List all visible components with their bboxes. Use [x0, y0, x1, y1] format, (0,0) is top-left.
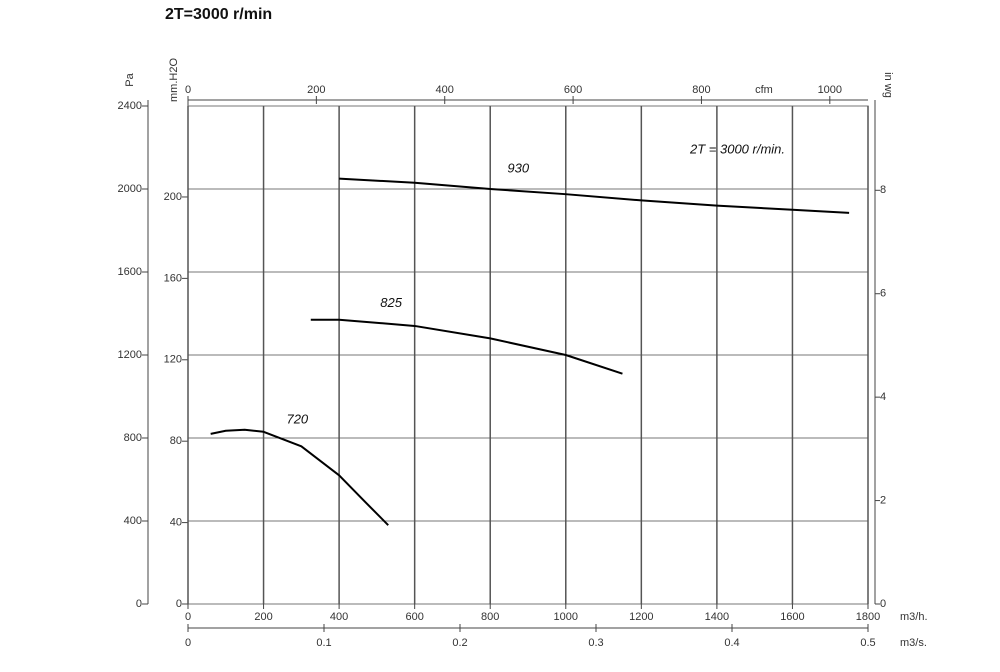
y2-tick-label: 0 [176, 598, 182, 610]
y3-tick-label: 8 [880, 184, 886, 196]
series-label: 825 [380, 295, 402, 310]
x-tick-label: 800 [481, 611, 499, 623]
x-axis-label: m3/h. [900, 611, 928, 623]
x2-tick-label: 0.2 [452, 637, 467, 649]
y2-tick-label: 160 [164, 272, 182, 284]
x-tick-label: 1200 [629, 611, 653, 623]
x3-axis-label: cfm [755, 84, 773, 96]
y3-tick-label: 2 [880, 494, 886, 506]
y2-axis-label: mm.H2O [168, 58, 180, 102]
y2-tick-label: 200 [164, 191, 182, 203]
annotation: 2T = 3000 r/min. [689, 141, 785, 156]
y2-tick-label: 80 [170, 435, 182, 447]
y3-tick-label: 0 [880, 598, 886, 610]
y-tick-label: 1600 [118, 266, 142, 278]
x-tick-label: 1600 [780, 611, 804, 623]
series-label: 720 [286, 412, 308, 427]
y-tick-label: 2000 [118, 183, 142, 195]
x3-tick-label: 400 [436, 84, 454, 96]
x2-axis-label: m3/s. [900, 637, 927, 649]
y3-tick-label: 6 [880, 288, 886, 300]
y-tick-label: 2400 [118, 100, 142, 112]
x3-tick-label: 0 [185, 84, 191, 96]
y-tick-label: 1200 [118, 349, 142, 361]
series-label: 930 [507, 160, 529, 175]
x-tick-label: 0 [185, 611, 191, 623]
x-tick-label: 1400 [705, 611, 729, 623]
x-tick-label: 1800 [856, 611, 880, 623]
x-tick-label: 200 [254, 611, 272, 623]
y-tick-label: 400 [124, 515, 142, 527]
y3-axis-label: in wg [882, 72, 894, 98]
x-tick-label: 1000 [554, 611, 578, 623]
curve [310, 318, 623, 375]
x3-tick-label: 1000 [818, 84, 842, 96]
x2-tick-label: 0.1 [316, 637, 331, 649]
y-axis-label: Pa [124, 72, 136, 86]
curve [339, 177, 850, 214]
x3-tick-label: 200 [307, 84, 325, 96]
y2-tick-label: 120 [164, 354, 182, 366]
chart-title: 2T=3000 r/min [165, 6, 272, 23]
x-tick-label: 400 [330, 611, 348, 623]
x3-tick-label: 600 [564, 84, 582, 96]
curve [210, 428, 389, 526]
x2-tick-label: 0.4 [724, 637, 739, 649]
x3-tick-label: 800 [692, 84, 710, 96]
x2-tick-label: 0.3 [588, 637, 603, 649]
x-tick-label: 600 [405, 611, 423, 623]
y3-tick-label: 4 [880, 391, 886, 403]
y-tick-label: 0 [136, 598, 142, 610]
x2-tick-label: 0.5 [860, 637, 875, 649]
y2-tick-label: 40 [170, 517, 182, 529]
x2-tick-label: 0 [185, 637, 191, 649]
y-tick-label: 800 [124, 432, 142, 444]
